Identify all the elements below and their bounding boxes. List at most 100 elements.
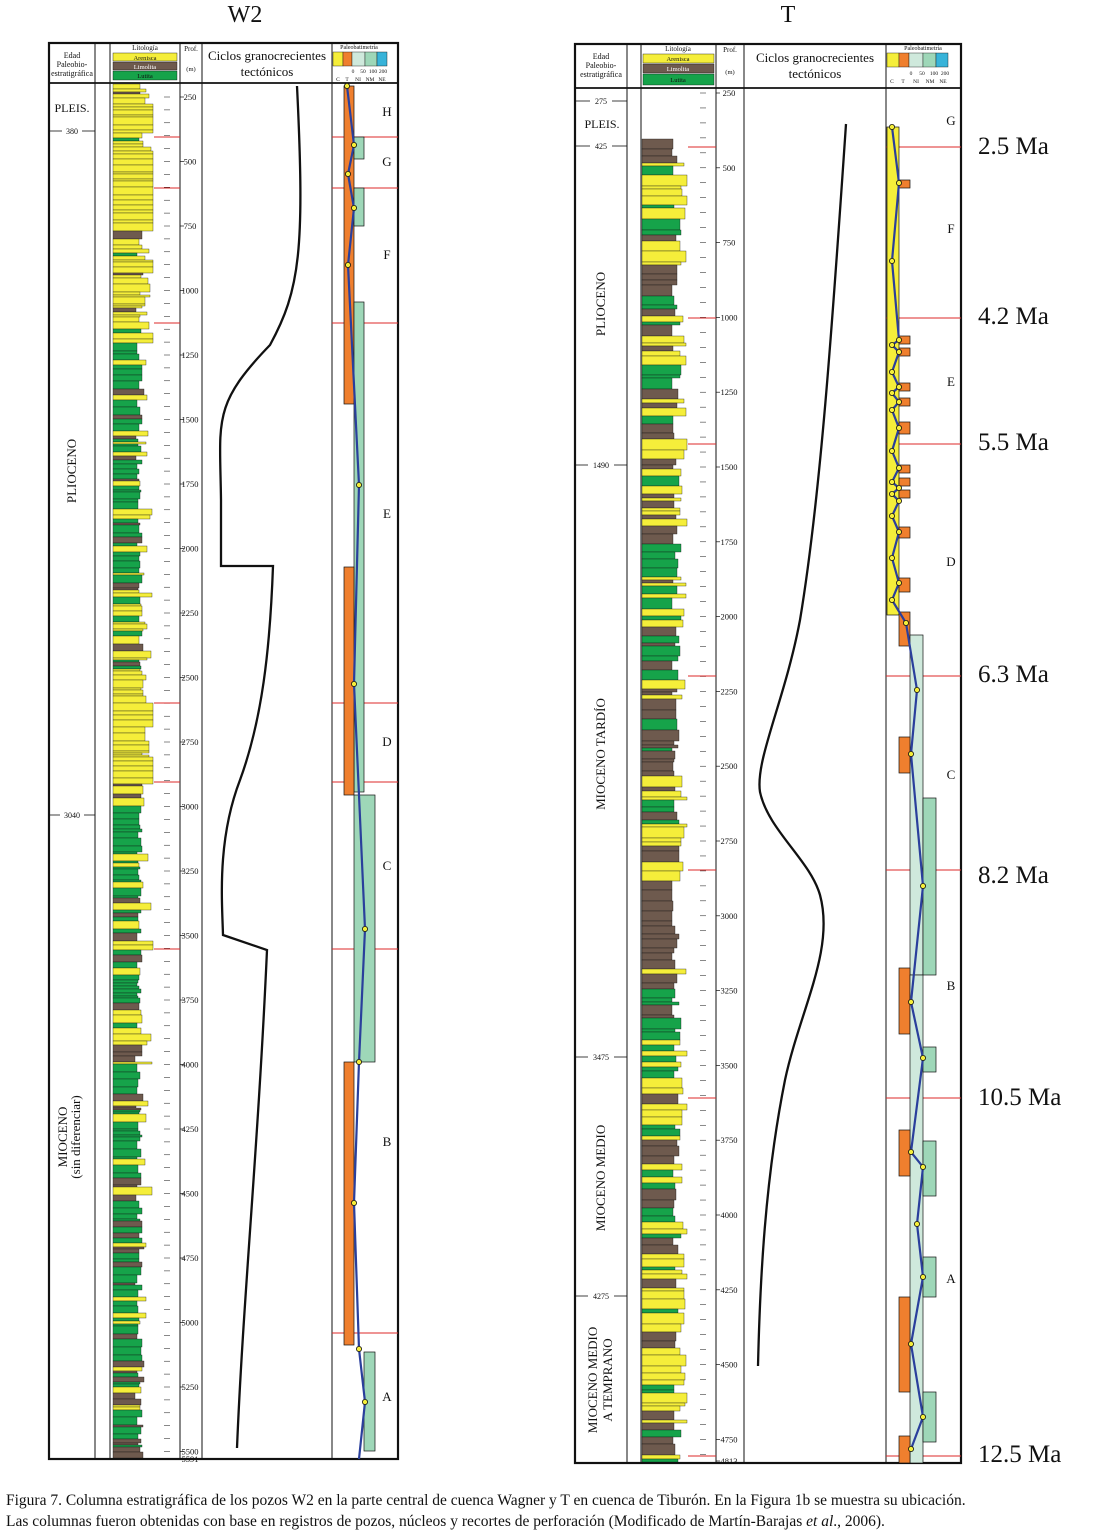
depth-label: 1500 bbox=[721, 462, 738, 472]
depth-label: 4000 bbox=[182, 1060, 199, 1070]
t-bathy-code-ne: NE bbox=[939, 79, 947, 85]
w2-sequence-boundaries bbox=[154, 136, 398, 1334]
t-legend-sandstone-swatch bbox=[642, 53, 715, 64]
w2-legend-sandstone: Arenisca bbox=[133, 55, 156, 62]
t-seq-f: F bbox=[947, 221, 954, 236]
t-age-header-2: Paleobio- bbox=[586, 61, 617, 70]
depth-label: 3750 bbox=[182, 995, 199, 1005]
w2-bathy-code-ni: NI bbox=[355, 77, 361, 83]
w2-age-marker-380: 380 bbox=[66, 127, 78, 136]
depth-label: 3750 bbox=[721, 1135, 738, 1145]
w2-lithology-column bbox=[112, 83, 154, 1459]
t-legend-shale-swatch bbox=[642, 73, 715, 86]
caption-line-1: Figura 7. Columna estratigráfica de los … bbox=[6, 1492, 966, 1509]
depth-label: 1000 bbox=[721, 312, 738, 322]
depth-label: 5250 bbox=[182, 1382, 199, 1392]
depth-label: 4750 bbox=[182, 1253, 199, 1263]
figure-caption: Figura 7. Columna estratigráfica de los … bbox=[6, 1490, 1116, 1532]
w2-bathy-header: Paleobatimetría bbox=[340, 45, 378, 51]
t-age-header-1: Edad bbox=[593, 52, 609, 61]
w2-depth-unit: (m) bbox=[186, 66, 195, 73]
t-sequence-labels: G F E D C B A bbox=[946, 113, 956, 1286]
t-age-2-5-ma: 2.5 Ma bbox=[978, 133, 1049, 160]
well-t: T Edad Paleobio- estratigráfica Litologí… bbox=[573, 2, 1061, 1468]
caption-line-2-italic: et al bbox=[806, 1513, 834, 1530]
t-age-header-3: estratigráfica bbox=[580, 70, 622, 79]
depth-label: 1250 bbox=[182, 350, 199, 360]
t-lithology-column bbox=[641, 138, 688, 1463]
t-epoch-mioceno-medio: MIOCENO MEDIO bbox=[593, 1125, 608, 1232]
depth-label: 250 bbox=[723, 88, 736, 98]
t-bathy-code-ni: NI bbox=[913, 79, 919, 85]
w2-bathy-code-t: T bbox=[345, 77, 349, 83]
t-epoch-pleis: PLEIS. bbox=[584, 117, 619, 131]
t-cycles-header-2: tectónicos bbox=[789, 66, 842, 81]
depth-label: 2250 bbox=[182, 608, 199, 618]
w2-seq-h: H bbox=[382, 104, 391, 119]
w2-depth-ticks: 250 500 750 1000 1250 1500 1750 2000 2250 2500 275… bbox=[164, 92, 199, 1464]
t-age-5-5-ma: 5.5 Ma bbox=[978, 429, 1049, 456]
t-age-6-3-ma: 6.3 Ma bbox=[978, 661, 1049, 688]
w2-age-header-1: Edad bbox=[64, 51, 80, 60]
w2-age-header-2: Paleobio- bbox=[57, 60, 88, 69]
t-age-marker-4275: 4275 bbox=[593, 1292, 609, 1301]
t-bathy-num-200: 200 bbox=[941, 71, 950, 77]
t-epoch-a-temprano: A TEMPRANO bbox=[600, 1338, 615, 1421]
t-legend-sandstone: Arenisca bbox=[666, 56, 689, 63]
w2-bathy-code-nm: NM bbox=[366, 77, 375, 83]
depth-label: 4500 bbox=[721, 1360, 738, 1370]
depth-label: 3250 bbox=[182, 866, 199, 876]
depth-label: 4250 bbox=[182, 1124, 199, 1134]
w2-cycle-curve bbox=[218, 85, 302, 1449]
t-bathymetry-boxes bbox=[886, 126, 937, 1464]
w2-depth-header: Prof. bbox=[184, 45, 198, 53]
depth-label: 1500 bbox=[182, 415, 199, 425]
w2-bathymetry-points bbox=[343, 83, 368, 1406]
w2-epoch-plioceno: PLIOCENO bbox=[64, 439, 79, 503]
depth-label: 2750 bbox=[182, 737, 199, 747]
w2-bathy-num-200: 200 bbox=[379, 69, 388, 75]
depth-label: 3250 bbox=[721, 986, 738, 996]
t-bathy-num-100: 100 bbox=[930, 71, 939, 77]
t-bathy-num-0: 0 bbox=[910, 71, 913, 77]
w2-cycles-header-2: tectónicos bbox=[241, 64, 294, 79]
w2-epoch-mioceno-sub: (sin diferenciar) bbox=[68, 1095, 83, 1178]
w2-legend-siltstone-swatch bbox=[112, 61, 178, 71]
depth-label: 500 bbox=[723, 163, 736, 173]
t-legend-siltstone: Limolita bbox=[667, 66, 690, 73]
t-legend-shale: Lutita bbox=[670, 77, 686, 84]
t-bathy-code-nm: NM bbox=[926, 79, 935, 85]
depth-label: 4813 bbox=[721, 1456, 738, 1466]
w2-title: W2 bbox=[228, 2, 263, 28]
depth-label: 4000 bbox=[721, 1210, 738, 1220]
w2-legend-siltstone: Limolita bbox=[134, 64, 157, 71]
depth-label: 750 bbox=[723, 238, 736, 248]
t-bathy-code-t: T bbox=[901, 79, 905, 85]
caption-line-2-start: Las columnas fueron obtenidas con base e… bbox=[6, 1513, 807, 1530]
depth-label: 1750 bbox=[182, 479, 199, 489]
w2-bathy-num-50: 50 bbox=[360, 69, 366, 75]
depth-label: 3500 bbox=[182, 931, 199, 941]
t-age-marker-425: 425 bbox=[595, 142, 607, 151]
depth-label: 2000 bbox=[721, 612, 738, 622]
caption-line-2-end: ., 2006). bbox=[833, 1513, 885, 1530]
w2-frame bbox=[47, 41, 400, 1461]
depth-label: 1750 bbox=[721, 537, 738, 547]
t-seq-g: G bbox=[946, 113, 955, 128]
t-epoch-plioceno: PLIOCENO bbox=[593, 272, 608, 336]
depth-label: 3000 bbox=[721, 911, 738, 921]
depth-label: 250 bbox=[184, 92, 197, 102]
t-depth-unit: (m) bbox=[725, 69, 734, 76]
w2-age-header-3: estratigráfica bbox=[51, 69, 93, 78]
depth-label: 5591 bbox=[182, 1454, 199, 1464]
t-seq-d: D bbox=[946, 554, 955, 569]
w2-seq-a: A bbox=[382, 1389, 392, 1404]
depth-label: 3000 bbox=[182, 802, 199, 812]
w2-bathy-code-ne: NE bbox=[378, 77, 386, 83]
t-epoch-mioceno-medio-2: MIOCENO MEDIO bbox=[585, 1327, 600, 1434]
caption-line-2: Las columnas fueron obtenidas con base e… bbox=[6, 1511, 1116, 1532]
t-age-8-2-ma: 8.2 Ma bbox=[978, 862, 1049, 889]
w2-seq-e: E bbox=[383, 506, 391, 521]
depth-label: 2000 bbox=[182, 544, 199, 554]
depth-label: 5500 bbox=[182, 1447, 199, 1457]
